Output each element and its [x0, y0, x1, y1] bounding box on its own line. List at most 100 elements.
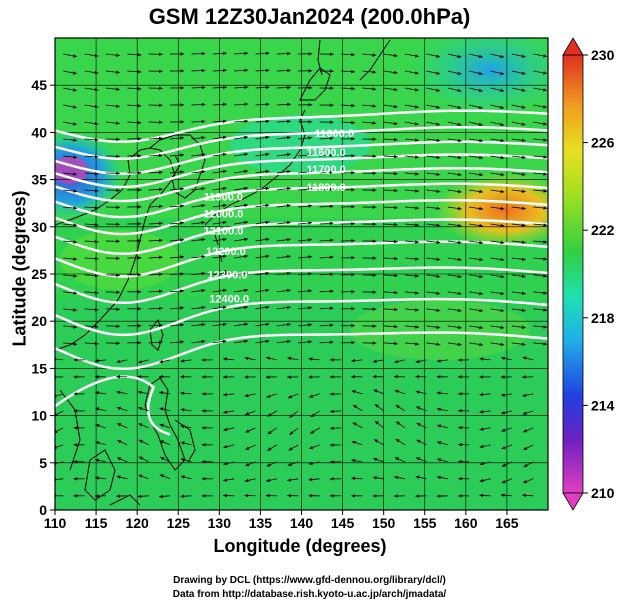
wind-arrowhead [73, 257, 78, 261]
wind-arrowhead [330, 409, 334, 414]
wind-arrowhead [201, 375, 206, 379]
wind-arrowhead [287, 478, 292, 482]
wind-arrowhead [222, 254, 227, 259]
wind-arrowhead [180, 458, 185, 462]
wind-arrowhead [543, 105, 547, 109]
wind-arrowhead [351, 494, 355, 498]
height-contour-line [55, 109, 548, 144]
wind-arrowhead [94, 375, 99, 379]
wind-arrowhead [116, 290, 120, 294]
wind-arrowhead [95, 441, 100, 445]
wind-arrowhead [138, 360, 142, 364]
contour-label: 11800.0 [307, 182, 346, 194]
wind-arrowhead [265, 254, 270, 259]
wind-arrowhead [479, 206, 483, 211]
wind-arrowhead [73, 172, 78, 176]
wind-arrowhead [415, 105, 419, 109]
wind-arrowhead [479, 291, 483, 296]
wind-arrowhead [457, 291, 462, 296]
wind-arrowhead [159, 103, 163, 107]
wind-arrowhead [159, 407, 164, 411]
wind-arrowhead [500, 189, 505, 194]
y-tick-label: 5 [39, 455, 47, 471]
wind-arrowhead [94, 87, 99, 92]
wind-arrowhead [308, 136, 313, 140]
wind-arrowhead [458, 409, 462, 413]
wind-arrowhead [180, 86, 184, 90]
wind-arrowhead [308, 103, 313, 107]
wind-arrowhead [521, 138, 526, 142]
wind-arrowhead [94, 273, 99, 278]
wind-arrowhead [223, 102, 227, 107]
wind-arrowhead [479, 223, 483, 228]
wind-arrowhead [159, 187, 163, 192]
wind-arrowhead [137, 188, 142, 192]
wind-arrowhead [457, 88, 462, 92]
height-contour-line [55, 297, 548, 337]
wind-arrowhead [415, 155, 419, 159]
wind-arrowhead [289, 414, 294, 418]
wind-arrowhead [94, 324, 99, 329]
wind-arrowhead [159, 423, 164, 428]
contour-label: 11700.0 [307, 164, 346, 176]
wind-arrowhead [94, 121, 99, 126]
contour-label: 11600.0 [307, 147, 346, 159]
wind-arrowhead [500, 88, 505, 92]
wind-arrowhead [543, 308, 548, 312]
wind-arrowhead [95, 391, 99, 395]
wind-arrowhead [437, 407, 441, 412]
wind-arrowhead [201, 136, 206, 140]
wind-arrowhead [351, 154, 355, 158]
wind-arrowhead [159, 359, 164, 364]
wind-arrowhead [73, 274, 78, 278]
wind-arrowhead [351, 358, 356, 363]
wind-arrowhead [265, 203, 270, 208]
wind-arrowhead [372, 494, 377, 498]
wind-arrowhead [180, 187, 184, 191]
wind-arrowhead [521, 342, 526, 346]
wind-arrowhead [94, 172, 99, 176]
wind-arrowhead [180, 306, 184, 310]
wind-arrowhead [393, 87, 398, 92]
wind-arrowhead [223, 68, 227, 73]
wind-arrowhead [500, 122, 505, 126]
wind-arrowhead [458, 476, 462, 481]
wind-arrowhead [521, 88, 526, 92]
wind-arrowhead [415, 223, 419, 227]
wind-arrowhead [329, 289, 334, 293]
wind-arrowhead [436, 122, 441, 126]
wind-arrowhead [372, 374, 377, 379]
wind-arrowhead [55, 429, 58, 433]
wind-arrowhead [351, 390, 356, 394]
wind-arrowhead [94, 70, 99, 75]
wind-arrowhead [308, 86, 313, 90]
wind-arrowhead [308, 52, 313, 56]
wind-arrowhead [223, 357, 227, 361]
wind-arrowhead [479, 427, 484, 431]
wind-arrowhead [159, 289, 163, 294]
wind-arrowhead [351, 375, 355, 379]
wind-arrowhead [457, 223, 462, 228]
wind-arrowhead [159, 255, 163, 260]
wind-arrowhead [180, 221, 184, 225]
wind-arrowhead [116, 121, 120, 125]
wind-arrowhead [521, 122, 526, 126]
wind-arrowhead [308, 221, 313, 225]
wind-arrowhead [265, 152, 270, 157]
wind-arrowhead [138, 474, 143, 478]
wind-arrowhead [393, 70, 398, 75]
wind-arrowhead [351, 289, 355, 294]
wind-arrowhead [201, 204, 206, 208]
wind-arrowhead [159, 221, 163, 226]
wind-arrowhead [436, 138, 441, 142]
wind-arrowhead [159, 391, 163, 395]
wind-arrowhead [351, 120, 355, 125]
wind-arrowhead [372, 222, 377, 226]
wind-arrowhead [244, 254, 248, 259]
wind-arrowhead [351, 340, 355, 345]
wind-arrowhead [265, 51, 270, 56]
wind-arrowhead [223, 427, 228, 432]
wind-arrowhead [137, 137, 142, 141]
wind-arrowhead [351, 239, 355, 243]
